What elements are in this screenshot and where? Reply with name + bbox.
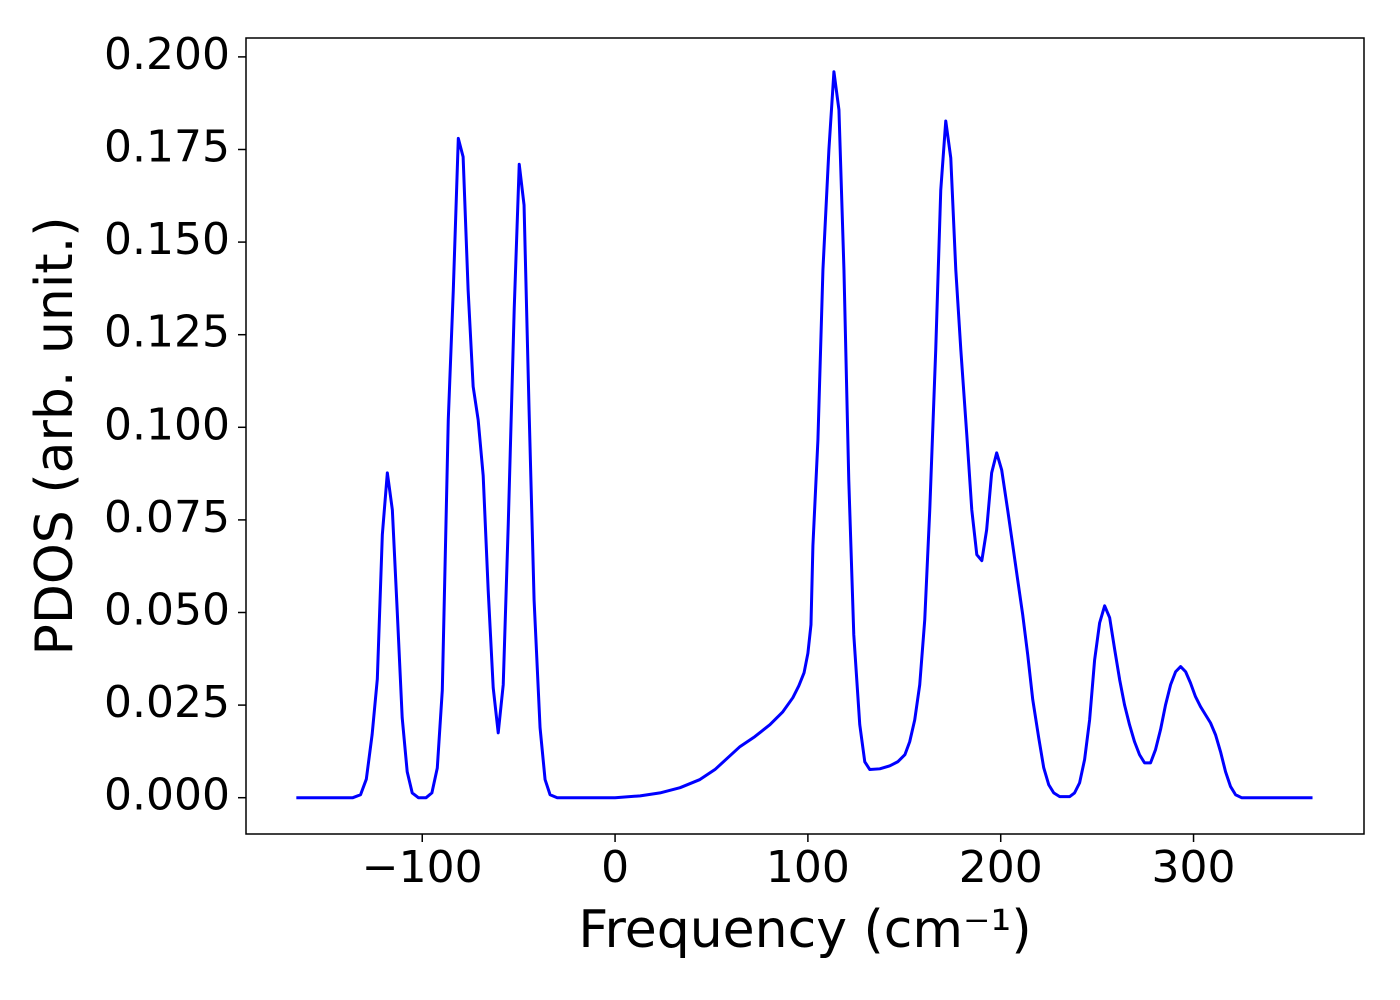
x-tick-label: 0 — [601, 842, 629, 893]
x-axis-label: Frequency (cm⁻¹) — [578, 900, 1031, 960]
x-tick-label: −100 — [362, 842, 483, 893]
x-tick-label: 300 — [1152, 842, 1236, 893]
x-tick-label: 100 — [766, 842, 850, 893]
y-tick-label: 0.075 — [104, 492, 230, 543]
y-tick-label: 0.200 — [104, 29, 230, 80]
plot-frame — [245, 37, 1365, 835]
y-tick-label: 0.025 — [104, 677, 230, 728]
y-tick-label: 0.175 — [104, 121, 230, 172]
y-tick-label: 0.100 — [104, 399, 230, 450]
y-tick-label: 0.000 — [104, 770, 230, 821]
x-tick-label: 200 — [959, 842, 1043, 893]
y-tick-label: 0.125 — [104, 307, 230, 358]
y-tick-label: 0.050 — [104, 584, 230, 635]
y-axis-label: PDOS (arb. unit.) — [25, 216, 85, 655]
series-line — [296, 70, 1313, 800]
y-tick-label: 0.150 — [104, 214, 230, 265]
